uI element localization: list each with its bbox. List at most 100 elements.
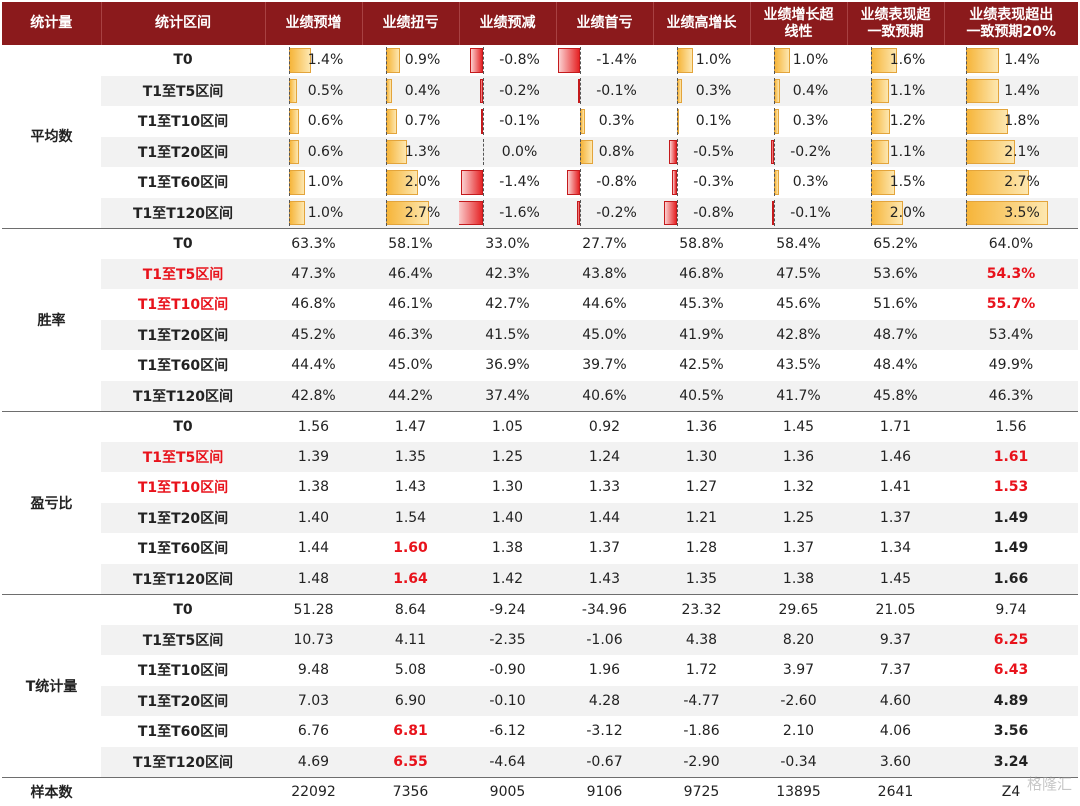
table-cell: 6.55: [362, 747, 459, 778]
table-cell: 46.8%: [265, 289, 362, 320]
bar-axis: [677, 200, 678, 226]
column-header: 统计区间: [101, 2, 265, 45]
sample-count-cell: 22092: [265, 777, 362, 806]
table-cell: 1.46: [847, 442, 944, 473]
bar-cell: -0.3%: [653, 167, 750, 198]
table-cell: 41.5%: [459, 320, 556, 351]
column-header: 业绩首亏: [556, 2, 653, 45]
row-label: T1至T5区间: [101, 442, 265, 473]
table-cell: 7.03: [265, 686, 362, 717]
table-cell: 1.96: [556, 655, 653, 686]
table-cell: 45.3%: [653, 289, 750, 320]
row-label: T1至T120区间: [101, 381, 265, 412]
bar-value-label: 2.7%: [1004, 174, 1040, 190]
column-header: 业绩增长超线性: [750, 2, 847, 45]
table-cell: 46.8%: [653, 259, 750, 290]
table-cell: 46.1%: [362, 289, 459, 320]
bar-value-label: -1.4%: [596, 52, 637, 68]
bar-axis: [677, 108, 678, 135]
column-header-text: 业绩高增长: [654, 15, 750, 32]
table-cell: 45.0%: [556, 320, 653, 351]
table-cell: -4.77: [653, 686, 750, 717]
table-cell: 1.37: [847, 503, 944, 534]
table-cell: 1.35: [362, 442, 459, 473]
bar-value-label: 0.4%: [793, 83, 829, 99]
table-cell: 1.25: [750, 503, 847, 534]
bar-axis: [871, 200, 872, 226]
bar-axis: [677, 139, 678, 166]
row-label: T1至T60区间: [101, 350, 265, 381]
bar-cell: 1.2%: [847, 106, 944, 137]
table-cell: 4.60: [847, 686, 944, 717]
table-cell: 1.38: [265, 472, 362, 503]
column-header-text: 统计量: [2, 15, 101, 32]
table-cell: 5.08: [362, 655, 459, 686]
table-cell: 1.37: [750, 533, 847, 564]
bar-axis: [289, 108, 290, 135]
bar-cell: 0.4%: [750, 76, 847, 107]
sample-count-cell: 13895: [750, 777, 847, 806]
bar-axis: [483, 47, 484, 74]
bar-cell: 0.7%: [362, 106, 459, 137]
bar-value-label: 1.6%: [890, 52, 926, 68]
table-cell: 1.42: [459, 564, 556, 595]
sample-count-cell: 7356: [362, 777, 459, 806]
table-cell: -2.90: [653, 747, 750, 778]
bar-cell: 0.0%: [459, 137, 556, 168]
table-cell: 1.48: [265, 564, 362, 595]
negative-data-bar: [567, 170, 580, 195]
table-cell: 1.54: [362, 503, 459, 534]
positive-data-bar: [966, 48, 999, 73]
table-cell: 43.5%: [750, 350, 847, 381]
group-label: T统计量: [2, 594, 101, 777]
bar-axis: [677, 47, 678, 74]
table-cell: 40.6%: [556, 381, 653, 412]
bar-value-label: -0.1%: [499, 113, 540, 129]
bar-value-label: 1.1%: [890, 144, 926, 160]
bar-axis: [966, 47, 967, 74]
table-cell: 41.9%: [653, 320, 750, 351]
bar-value-label: 0.0%: [502, 144, 538, 160]
table-cell: 29.65: [750, 594, 847, 625]
bar-axis: [386, 200, 387, 226]
table-cell: 1.44: [556, 503, 653, 534]
table-cell: 6.25: [944, 625, 1078, 656]
bar-axis: [580, 108, 581, 135]
positive-data-bar: [386, 109, 397, 134]
table-cell: 1.30: [653, 442, 750, 473]
table-cell: 6.90: [362, 686, 459, 717]
bar-value-label: 1.3%: [405, 144, 441, 160]
column-header: 业绩表现超出一致预期20%: [944, 2, 1078, 45]
table-cell: 46.3%: [362, 320, 459, 351]
bar-value-label: 1.4%: [308, 52, 344, 68]
bar-cell: 1.0%: [750, 45, 847, 76]
column-header: 统计量: [2, 2, 101, 45]
table-cell: -6.12: [459, 716, 556, 747]
bar-value-label: 1.1%: [890, 83, 926, 99]
bar-axis: [386, 169, 387, 196]
row-label: T0: [101, 45, 265, 76]
bar-value-label: 0.7%: [405, 113, 441, 129]
bar-cell: 0.6%: [265, 106, 362, 137]
column-header-text: 线性: [751, 24, 847, 41]
table-cell: 41.7%: [750, 381, 847, 412]
table-cell: 55.7%: [944, 289, 1078, 320]
table-cell: 44.2%: [362, 381, 459, 412]
bar-cell: -0.8%: [459, 45, 556, 76]
bar-cell: 2.7%: [944, 167, 1078, 198]
bar-cell: 0.9%: [362, 45, 459, 76]
bar-cell: -0.8%: [556, 167, 653, 198]
column-header-text: 一致预期20%: [945, 24, 1079, 41]
bar-cell: 1.6%: [847, 45, 944, 76]
bar-value-label: 2.7%: [405, 205, 441, 221]
table-cell: -1.86: [653, 716, 750, 747]
bar-value-label: 0.6%: [308, 144, 344, 160]
bar-value-label: 1.4%: [1004, 52, 1040, 68]
